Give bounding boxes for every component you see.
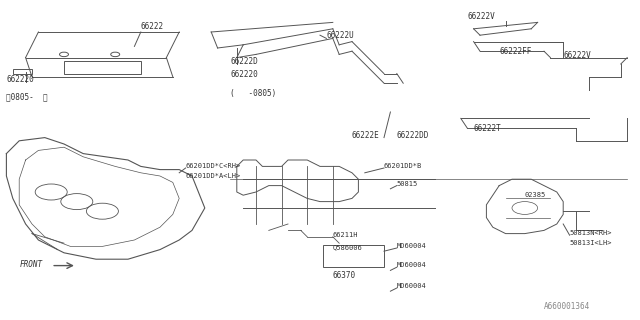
Text: 66222V: 66222V <box>467 12 495 21</box>
Text: 02385: 02385 <box>525 192 546 198</box>
Text: 66222: 66222 <box>141 22 164 31</box>
Text: 66201DD*B: 66201DD*B <box>384 163 422 169</box>
Text: 66201DD*C<RH>: 66201DD*C<RH> <box>186 163 241 169</box>
Text: 66222V: 66222V <box>563 51 591 60</box>
Text: 66222DD: 66222DD <box>397 131 429 140</box>
Text: A660001364: A660001364 <box>544 302 590 311</box>
Text: 662220: 662220 <box>230 70 258 79</box>
Text: 66222U: 66222U <box>326 31 354 40</box>
Text: 66370: 66370 <box>333 271 356 280</box>
Text: 662220: 662220 <box>6 75 34 84</box>
Text: MD60004: MD60004 <box>397 262 426 268</box>
Text: (   -0805): ( -0805) <box>230 89 276 98</box>
Text: 〈0805-  〉: 〈0805- 〉 <box>6 92 48 101</box>
Text: 66222T: 66222T <box>474 124 501 133</box>
Text: FRONT: FRONT <box>19 260 42 269</box>
Text: 50815: 50815 <box>397 180 418 187</box>
Text: MD60004: MD60004 <box>397 283 426 289</box>
Text: MD60004: MD60004 <box>397 243 426 249</box>
Text: 66222D: 66222D <box>230 57 258 66</box>
Text: Q586006: Q586006 <box>333 244 362 251</box>
Text: 50813N<RH>: 50813N<RH> <box>570 230 612 236</box>
Text: 66222FF: 66222FF <box>499 47 532 56</box>
Text: 66211H: 66211H <box>333 232 358 238</box>
Text: 50813I<LH>: 50813I<LH> <box>570 240 612 246</box>
Text: 66222E: 66222E <box>352 131 380 140</box>
Text: 66201DD*A<LH>: 66201DD*A<LH> <box>186 172 241 179</box>
